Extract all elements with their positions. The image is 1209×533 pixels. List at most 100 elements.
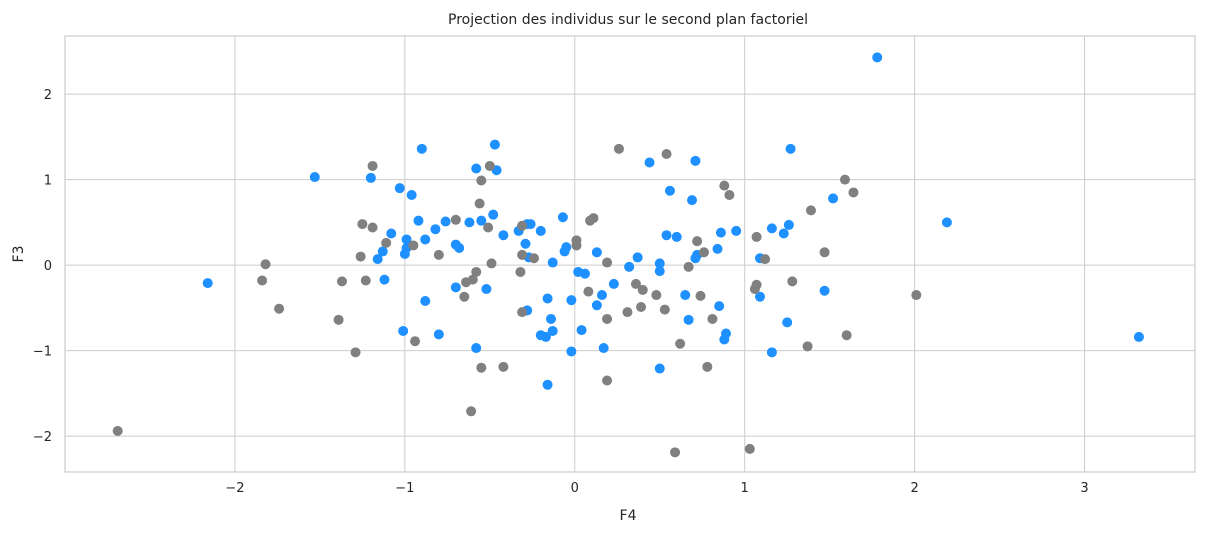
x-tick-label: 0 — [571, 481, 579, 496]
data-point — [608, 278, 619, 289]
data-point — [911, 290, 922, 301]
data-point — [848, 187, 859, 198]
data-point — [398, 325, 409, 336]
data-point — [644, 157, 655, 168]
data-point — [680, 290, 691, 301]
data-point — [731, 225, 742, 236]
data-point — [476, 175, 487, 186]
y-tick-label: −1 — [33, 345, 52, 360]
data-point — [566, 295, 577, 306]
data-point — [659, 304, 670, 315]
data-point — [416, 143, 427, 154]
data-point — [714, 301, 725, 312]
data-point — [112, 425, 123, 436]
data-point — [670, 447, 681, 458]
data-point — [528, 253, 539, 264]
data-point — [377, 246, 388, 257]
data-point — [690, 253, 701, 264]
data-point — [498, 230, 509, 241]
data-point — [839, 174, 850, 185]
data-point — [661, 230, 672, 241]
data-point — [433, 329, 444, 340]
data-point — [260, 259, 271, 270]
data-point — [466, 406, 477, 417]
data-point — [754, 291, 765, 302]
data-point — [719, 334, 730, 345]
data-point — [760, 254, 771, 265]
data-point — [632, 252, 643, 263]
data-point — [695, 290, 706, 301]
data-point — [545, 313, 556, 324]
data-point — [819, 247, 830, 258]
data-point — [622, 307, 633, 318]
data-point — [571, 240, 582, 251]
data-point — [598, 343, 609, 354]
x-tick-label: −1 — [395, 481, 414, 496]
series-0 — [202, 52, 1144, 390]
data-point — [637, 284, 648, 295]
x-tick-label: 2 — [910, 481, 918, 496]
data-point — [483, 222, 494, 233]
data-point — [749, 284, 760, 295]
data-point — [719, 180, 730, 191]
data-point — [372, 254, 383, 265]
data-point — [410, 336, 421, 347]
data-point — [613, 143, 624, 154]
data-point — [350, 347, 361, 358]
data-point — [459, 291, 470, 302]
data-point — [517, 220, 528, 231]
data-point — [489, 139, 500, 150]
data-point — [547, 325, 558, 336]
data-point — [687, 195, 698, 206]
data-point — [591, 300, 602, 311]
data-point — [654, 363, 665, 374]
data-point — [579, 268, 590, 279]
data-point — [484, 160, 495, 171]
data-point — [602, 257, 613, 268]
data-point — [450, 214, 461, 225]
data-point — [367, 160, 378, 171]
grid-lines — [65, 36, 1195, 472]
tick-labels: −2 −1 0 1 2 3 −2 −1 0 1 2 — [33, 88, 1089, 496]
data-point — [872, 52, 883, 63]
data-point — [702, 361, 713, 372]
data-point — [787, 276, 798, 287]
data-point — [309, 172, 320, 183]
data-point — [805, 205, 816, 216]
data-point — [712, 243, 723, 254]
data-point — [624, 261, 635, 272]
data-point — [707, 313, 718, 324]
data-point — [454, 243, 465, 254]
data-point — [715, 227, 726, 238]
data-point — [367, 222, 378, 233]
data-point — [724, 190, 735, 201]
data-point — [360, 275, 371, 286]
data-point — [486, 258, 497, 269]
data-point — [802, 341, 813, 352]
data-point — [576, 325, 587, 336]
data-point — [474, 198, 485, 209]
data-point — [333, 314, 344, 325]
data-point — [602, 313, 613, 324]
data-point — [766, 223, 777, 234]
data-point — [654, 258, 665, 269]
data-point — [636, 302, 647, 313]
data-point — [661, 148, 672, 159]
data-point — [476, 362, 487, 373]
y-tick-label: −2 — [33, 430, 52, 445]
data-point — [379, 274, 390, 285]
data-point — [698, 247, 709, 258]
data-point — [471, 163, 482, 174]
data-point — [664, 185, 675, 196]
data-point — [535, 225, 546, 236]
data-point — [675, 338, 686, 349]
y-tick-label: 0 — [44, 259, 52, 274]
data-point — [408, 240, 419, 251]
y-axis-label: F3 — [11, 246, 27, 263]
data-point — [394, 183, 405, 194]
data-point — [542, 293, 553, 304]
data-point — [520, 238, 531, 249]
data-point — [744, 443, 755, 454]
data-point — [365, 172, 376, 183]
